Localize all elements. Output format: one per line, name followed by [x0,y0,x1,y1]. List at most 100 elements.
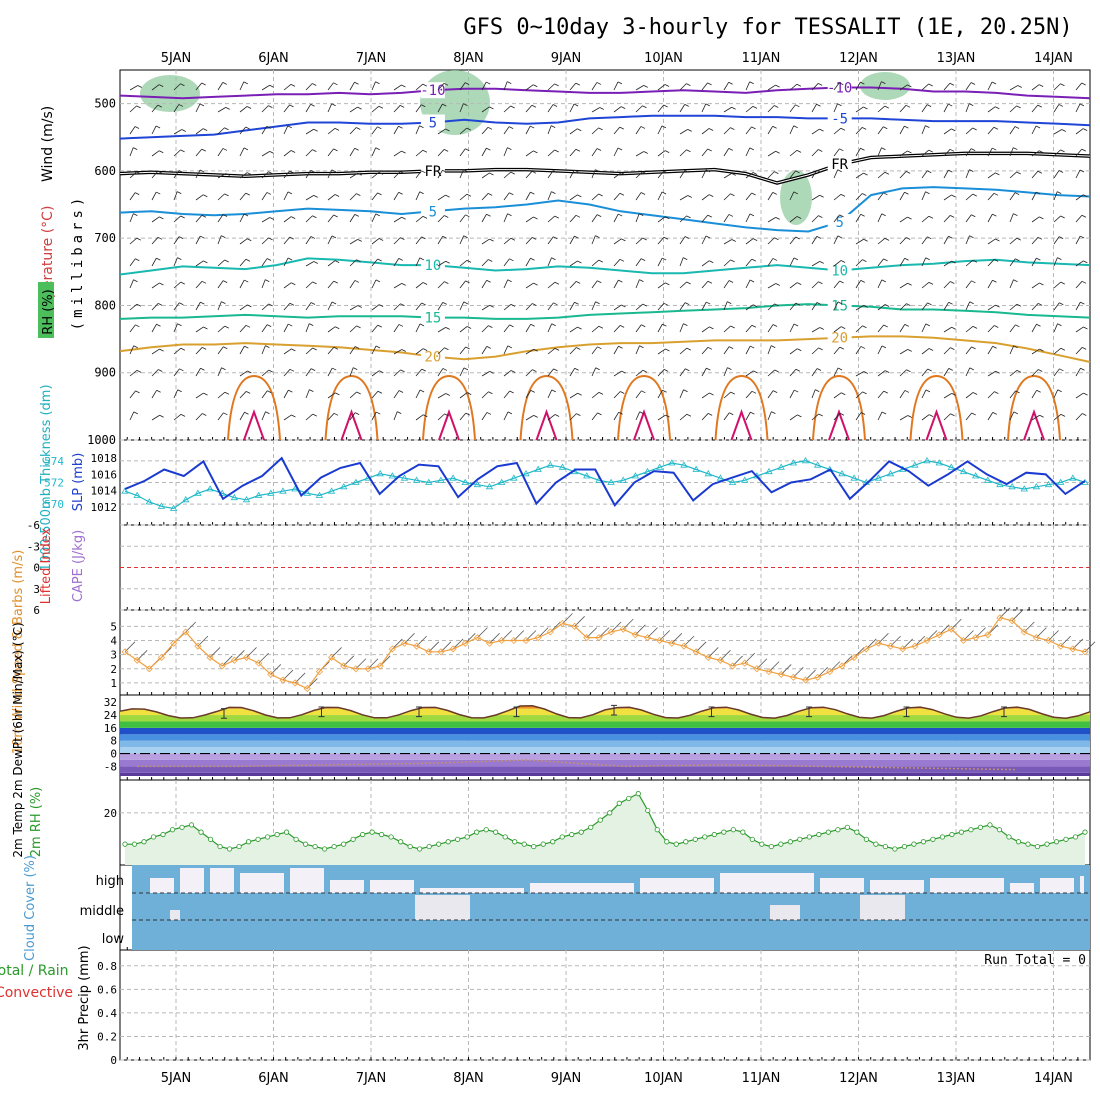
rh-marker [711,831,717,838]
wind-barb-flag [793,257,799,261]
wind-barb [965,326,974,333]
wind-barb [151,84,160,91]
wind-barb [767,171,775,179]
wind-barb [239,213,245,223]
wind-barb-flag [1015,324,1020,328]
wind-barb-flag [421,170,426,174]
wind-barb-flag [313,261,318,264]
wind-barb [195,392,204,399]
wind-barb [591,107,600,113]
wind-barb [437,236,443,245]
wind-barb-flag [992,279,997,283]
temp-bands [120,705,1090,776]
date-label-top: 6JAN [258,51,289,66]
wind-barb [283,414,292,421]
wind-barb [679,215,687,223]
wind-barb-flag [599,107,604,110]
isotherm-25 [714,374,769,441]
wind-barb-flag [442,302,447,305]
wind-barb [437,413,445,421]
minmax-marker [1001,706,1007,718]
wind-barb-flag [134,126,140,129]
wind-barb [1031,170,1039,179]
wind-barb-flag [136,303,142,307]
li-tick: 0 [33,562,40,575]
wind-barb-flag [863,106,868,110]
wind-barb [547,215,556,223]
wind-barb-flag [709,326,714,330]
wind-barb-flag [202,413,207,416]
wind-barb-flag [686,347,691,351]
wind-barb [151,369,159,377]
wind-barb-flag [509,192,514,196]
wind-barb-flag [507,147,512,151]
wind-barb [393,150,402,157]
rh-marker [512,839,518,845]
wind-barb [723,301,728,311]
wind-barb [239,192,247,201]
wind-barb [327,301,333,311]
wind-barb [393,237,401,245]
wind-barb-flag [268,171,273,175]
wind-barb-flag [775,283,780,286]
wind-barb-flag [1039,414,1044,418]
ylabel-millibars: (millibars) [70,194,86,331]
cloud-clear-high [150,878,174,893]
wind-barb-flag [333,148,338,152]
wind-barb-flag [950,347,955,350]
wind-barb [459,127,468,135]
thickness-marker [546,461,555,468]
wind-barb [525,415,534,421]
thickness-marker [692,465,700,472]
cloud-clear-middle [415,895,470,920]
thickness-marker [874,474,883,481]
wind-speed-marker [656,636,664,645]
wind-barb-flag [794,389,799,393]
isotherm-line [119,257,1091,276]
wind-barb-flag [907,415,912,418]
wind-barb-flag [133,411,138,415]
wind-barb-flag [818,347,823,351]
wind-barb-flag [291,414,296,418]
wind-barb-flag [749,279,755,283]
rh-marker [806,834,812,840]
wind-barb-flag [709,194,714,197]
thickness-marker [947,463,956,470]
wind-barb-flag [774,105,779,108]
wind-barb [327,392,336,399]
wind-barb [173,414,182,421]
wind-barb [547,348,556,355]
wind-barb [921,191,926,201]
isotherm-30 [438,409,460,441]
wind-barb-flag [486,213,491,217]
wind-speed-marker [571,622,579,630]
wind-barb [987,259,995,267]
wind-barb-flag [621,304,626,308]
wind-barb-flag [665,282,670,286]
wind-barb [503,411,509,421]
wind-speed-marker [157,653,166,662]
wind-barb [1053,323,1058,333]
wind-barb [261,151,270,157]
wind-speed-marker [935,631,943,639]
wind-barb-flag [463,235,468,239]
wind-barb-flag [707,82,712,86]
wind-barb [415,389,421,399]
wind-barb-flag [752,105,758,109]
wind-barb [327,82,334,91]
wind-barb-flag [1015,390,1020,394]
wind-barb-flag [639,279,644,283]
wind-barb [657,84,666,91]
thickness-marker [631,472,640,479]
wind-barb [481,193,489,201]
wind-barb-flag [489,172,494,176]
wind-barb-flag [816,169,821,173]
cloud-level-label: high [96,874,124,889]
wind-barb-flag [753,370,758,374]
wind-barb-flag [731,106,736,110]
wind-barb-flag [531,104,537,108]
wind-barb [151,282,160,289]
wind-barb-flag [1081,148,1086,152]
wind-barb-flag [970,148,976,151]
wind-barb-flag [1058,170,1064,173]
